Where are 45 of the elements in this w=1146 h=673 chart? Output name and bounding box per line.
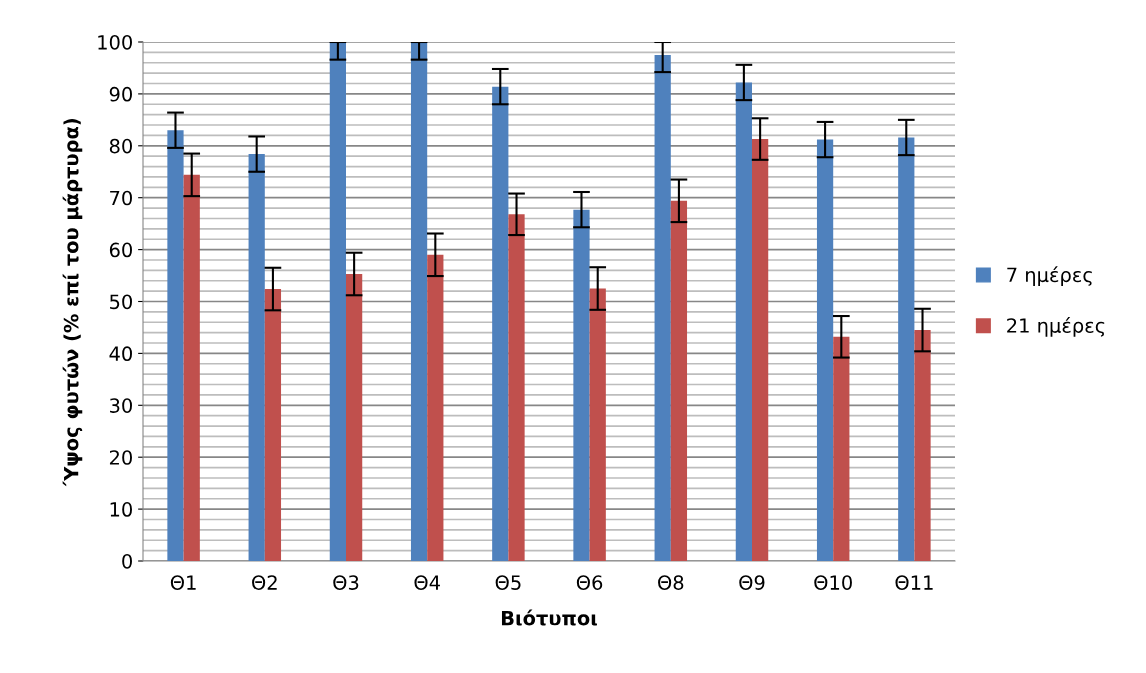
y-tick-label: 30 xyxy=(110,398,132,413)
x-tick-label: Θ5 xyxy=(495,575,521,590)
bar xyxy=(264,289,282,561)
bar xyxy=(833,336,850,561)
bar xyxy=(410,42,428,561)
legend-label: 7 ημέρες xyxy=(1007,266,1092,286)
y-tick-label: 100 xyxy=(98,34,132,50)
y-tick-label: 60 xyxy=(109,242,132,258)
bar xyxy=(589,288,606,561)
x-tick-label: Θ4 xyxy=(414,575,440,590)
x-tick-label: Θ3 xyxy=(333,575,359,590)
y-axis-title: Ύψος φυτών (% επί του μάρτυρα) xyxy=(62,118,83,487)
bar xyxy=(248,154,265,561)
x-tick-label: Θ8 xyxy=(658,575,684,590)
bar xyxy=(346,273,363,561)
bar xyxy=(816,139,834,561)
bar xyxy=(508,214,525,561)
x-axis-title: Βιότυποι xyxy=(501,609,597,626)
bar xyxy=(183,174,200,561)
bar xyxy=(735,82,752,561)
y-tick-label: 50 xyxy=(110,294,132,310)
y-tick-label: 40 xyxy=(109,346,132,362)
y-tick-label: 90 xyxy=(109,86,132,102)
legend-label: 21 ημέρες xyxy=(1007,317,1105,337)
x-tick-label: Θ6 xyxy=(576,575,603,590)
bar xyxy=(427,254,444,561)
bar xyxy=(898,137,915,561)
x-tick-label: Θ10 xyxy=(814,575,852,590)
bar xyxy=(914,330,931,561)
bar xyxy=(167,130,184,561)
bar xyxy=(654,54,671,561)
y-tick-label: 20 xyxy=(109,450,132,465)
bar xyxy=(670,200,688,561)
y-tick-label: 0 xyxy=(122,553,132,569)
x-tick-label: Θ2 xyxy=(252,575,277,590)
x-tick-label: Θ9 xyxy=(739,575,765,590)
x-tick-label: Θ11 xyxy=(895,575,933,590)
bar xyxy=(492,86,509,561)
x-tick-label: Θ1 xyxy=(170,575,196,590)
bar xyxy=(752,139,769,561)
bar xyxy=(329,42,346,561)
y-tick-label: 70 xyxy=(110,190,132,206)
y-tick-label: 80 xyxy=(109,138,132,154)
bar xyxy=(573,209,590,561)
y-tick-label: 10 xyxy=(110,502,132,517)
